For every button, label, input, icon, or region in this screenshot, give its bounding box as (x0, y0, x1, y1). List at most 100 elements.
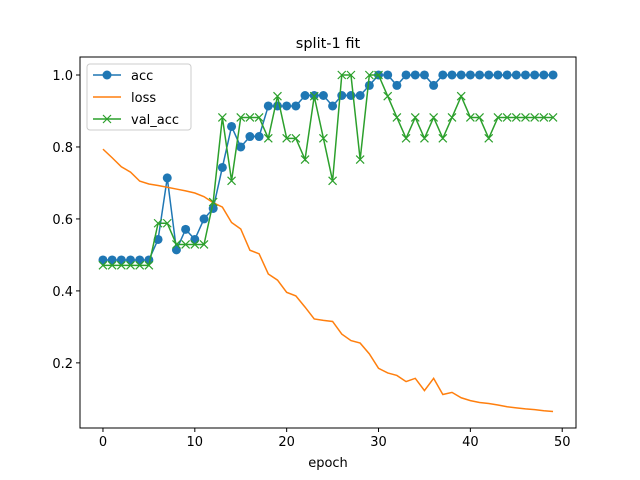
data-point (291, 133, 301, 143)
legend-marker (102, 114, 112, 124)
data-point (135, 255, 145, 265)
data-point (153, 234, 163, 244)
data-point (190, 234, 200, 244)
data-point (144, 260, 154, 270)
y-tick-label: 1.0 (52, 69, 73, 84)
data-point (420, 133, 429, 143)
data-point (364, 70, 374, 80)
data-point (383, 70, 393, 80)
data-point (548, 113, 558, 122)
legend-marker (102, 70, 112, 80)
data-point (263, 101, 273, 111)
data-point (107, 260, 117, 270)
data-point (484, 70, 494, 80)
data-point (254, 113, 264, 122)
data-point (401, 70, 411, 80)
data-point (162, 173, 172, 183)
data-point (530, 70, 540, 80)
data-point (410, 113, 420, 122)
data-point (190, 240, 200, 249)
x-axis-label: epoch (308, 456, 348, 471)
data-point (456, 70, 466, 80)
data-point (484, 133, 494, 143)
data-point (227, 176, 236, 186)
data-point (162, 218, 172, 228)
data-point (392, 113, 402, 122)
chart-title: split-1 fit (296, 36, 361, 52)
series-line-val_acc (102, 74, 554, 267)
data-point (520, 70, 530, 80)
data-point (181, 240, 191, 249)
data-point (328, 176, 338, 186)
data-point (548, 70, 558, 80)
data-point (465, 113, 475, 122)
data-point (346, 70, 356, 80)
legend-label: val_acc (131, 113, 179, 128)
data-point (181, 224, 191, 234)
data-point (364, 80, 374, 90)
data-point (208, 197, 218, 207)
data-point (429, 80, 439, 90)
data-point (511, 70, 521, 80)
data-point (199, 214, 209, 224)
data-point (539, 70, 549, 80)
data-point (254, 132, 264, 142)
data-point (374, 70, 383, 80)
y-tick-label: 0.6 (52, 213, 73, 228)
x-tick-label: 0 (99, 435, 107, 450)
data-point (475, 113, 484, 122)
data-point (227, 121, 237, 131)
data-point (456, 91, 466, 101)
data-point (429, 113, 439, 122)
data-point (107, 255, 117, 265)
data-point (383, 91, 393, 101)
x-tick-label: 50 (554, 435, 571, 450)
data-point (337, 70, 347, 80)
data-point (236, 113, 246, 122)
data-point (171, 245, 181, 255)
data-point (392, 80, 402, 90)
data-point (539, 113, 549, 122)
y-tick-label: 0.8 (52, 141, 73, 156)
data-point (511, 113, 521, 122)
data-point (355, 155, 365, 164)
data-point (300, 155, 310, 164)
data-point (419, 70, 429, 80)
series-line-loss (102, 148, 554, 413)
data-point (530, 113, 540, 122)
y-tick-label: 0.2 (52, 357, 73, 372)
data-point (98, 260, 108, 270)
data-point (318, 91, 328, 101)
data-point (447, 70, 457, 80)
data-point (502, 113, 512, 122)
data-point (502, 70, 512, 80)
data-point (199, 240, 209, 249)
x-tick-label: 40 (462, 435, 479, 450)
x-tick-label: 10 (187, 435, 204, 450)
series-val_acc (98, 70, 558, 270)
data-point (318, 133, 328, 143)
data-point (438, 70, 448, 80)
data-point (116, 255, 126, 265)
x-tick-label: 30 (370, 435, 387, 450)
data-point (337, 91, 347, 101)
data-point (245, 113, 255, 122)
data-point (300, 91, 310, 101)
data-point (245, 132, 255, 142)
data-point (172, 240, 181, 249)
data-point (153, 218, 163, 228)
data-point (282, 101, 292, 111)
series-loss (102, 148, 554, 413)
data-point (98, 255, 108, 265)
data-point (493, 113, 503, 122)
plot-frame (79, 56, 577, 429)
data-point (410, 70, 420, 80)
y-tick-label: 0.4 (52, 285, 73, 300)
data-point (447, 113, 457, 122)
data-point (438, 133, 448, 143)
data-point (126, 260, 135, 270)
legend-box (86, 63, 192, 131)
data-point (116, 260, 126, 270)
data-point (401, 133, 411, 143)
